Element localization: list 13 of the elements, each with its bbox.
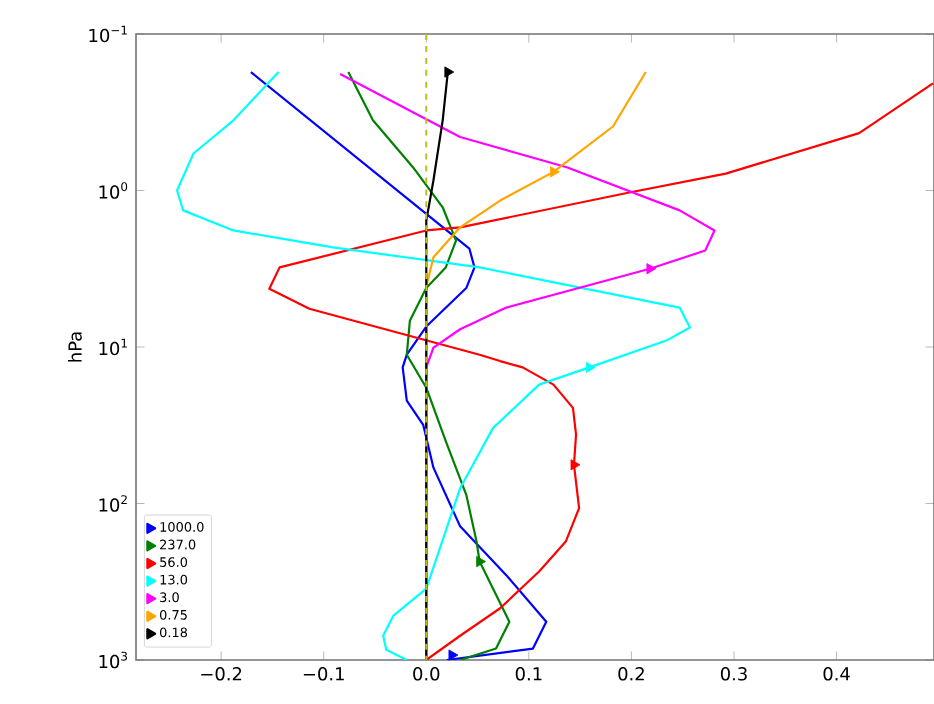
y-tick-label: 10$^{3}$	[99, 651, 128, 669]
x-tick-label: −0.1	[303, 667, 344, 681]
y-tick-label: 10$^{2}$	[99, 495, 127, 512]
y-tick-label: 10$^{−1}$	[89, 25, 127, 43]
x-tick-label: 0.4	[823, 667, 850, 681]
x-tick-label: −0.2	[201, 667, 242, 681]
x-tick-label: 0.1	[515, 667, 542, 681]
x-tick-label: 0.3	[720, 667, 747, 681]
y-tick-label: 10$^{0}$	[99, 182, 128, 199]
x-tick-label: 0.0	[413, 667, 440, 681]
x-tick-label: 0.2	[618, 667, 644, 681]
y-tick-label: 10$^{1}$	[99, 338, 127, 356]
y-axis-title: hPa	[67, 332, 82, 362]
